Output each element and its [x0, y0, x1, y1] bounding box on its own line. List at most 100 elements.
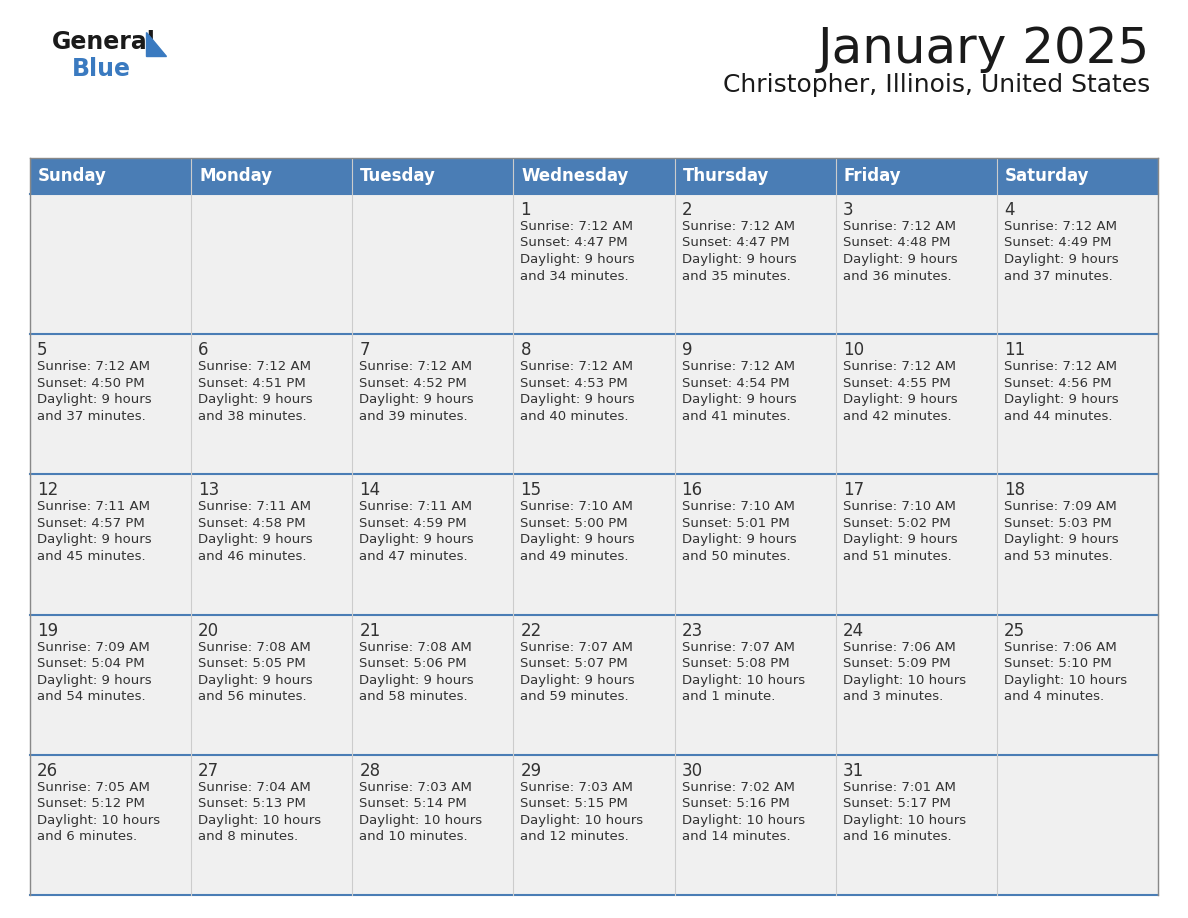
Text: Sunrise: 7:12 AM: Sunrise: 7:12 AM	[1004, 220, 1117, 233]
Text: Sunrise: 7:12 AM: Sunrise: 7:12 AM	[359, 360, 473, 374]
Text: General: General	[52, 30, 156, 54]
Text: Sunset: 5:12 PM: Sunset: 5:12 PM	[37, 798, 145, 811]
Text: Daylight: 10 hours: Daylight: 10 hours	[842, 674, 966, 687]
Text: and 3 minutes.: and 3 minutes.	[842, 690, 943, 703]
Text: 14: 14	[359, 481, 380, 499]
Text: Sunset: 4:52 PM: Sunset: 4:52 PM	[359, 376, 467, 390]
Text: Sunrise: 7:03 AM: Sunrise: 7:03 AM	[359, 781, 472, 794]
Text: 4: 4	[1004, 201, 1015, 219]
Text: 15: 15	[520, 481, 542, 499]
Text: Sunrise: 7:11 AM: Sunrise: 7:11 AM	[37, 500, 150, 513]
Text: and 59 minutes.: and 59 minutes.	[520, 690, 630, 703]
Text: Daylight: 10 hours: Daylight: 10 hours	[682, 813, 804, 827]
Text: Sunrise: 7:12 AM: Sunrise: 7:12 AM	[520, 220, 633, 233]
Text: Sunset: 5:03 PM: Sunset: 5:03 PM	[1004, 517, 1112, 530]
Text: Sunrise: 7:08 AM: Sunrise: 7:08 AM	[359, 641, 472, 654]
Text: Sunset: 5:07 PM: Sunset: 5:07 PM	[520, 657, 628, 670]
Text: Daylight: 10 hours: Daylight: 10 hours	[198, 813, 321, 827]
Text: 23: 23	[682, 621, 703, 640]
Text: 27: 27	[198, 762, 220, 779]
Text: Friday: Friday	[843, 167, 902, 185]
Text: Sunrise: 7:01 AM: Sunrise: 7:01 AM	[842, 781, 955, 794]
Bar	[30, 158, 1158, 194]
Text: Sunrise: 7:11 AM: Sunrise: 7:11 AM	[359, 500, 473, 513]
Text: 13: 13	[198, 481, 220, 499]
Text: 12: 12	[37, 481, 58, 499]
Text: Sunset: 5:08 PM: Sunset: 5:08 PM	[682, 657, 789, 670]
Text: January 2025: January 2025	[817, 25, 1150, 73]
Text: Daylight: 10 hours: Daylight: 10 hours	[37, 813, 160, 827]
Text: Sunrise: 7:07 AM: Sunrise: 7:07 AM	[520, 641, 633, 654]
Bar	[30, 334, 1158, 475]
Text: Sunset: 5:17 PM: Sunset: 5:17 PM	[842, 798, 950, 811]
Text: Wednesday: Wednesday	[522, 167, 628, 185]
Text: and 45 minutes.: and 45 minutes.	[37, 550, 146, 563]
Text: 30: 30	[682, 762, 702, 779]
Text: 8: 8	[520, 341, 531, 359]
Text: Sunrise: 7:12 AM: Sunrise: 7:12 AM	[842, 360, 955, 374]
Text: and 36 minutes.: and 36 minutes.	[842, 270, 952, 283]
Text: 3: 3	[842, 201, 853, 219]
Text: Daylight: 9 hours: Daylight: 9 hours	[37, 393, 152, 406]
Text: and 41 minutes.: and 41 minutes.	[682, 409, 790, 422]
Text: 16: 16	[682, 481, 702, 499]
Text: Sunrise: 7:06 AM: Sunrise: 7:06 AM	[842, 641, 955, 654]
Text: 19: 19	[37, 621, 58, 640]
Text: Sunset: 4:47 PM: Sunset: 4:47 PM	[682, 237, 789, 250]
Text: Monday: Monday	[200, 167, 272, 185]
Text: 25: 25	[1004, 621, 1025, 640]
Text: 10: 10	[842, 341, 864, 359]
Text: Blue: Blue	[72, 57, 131, 81]
Text: Christopher, Illinois, United States: Christopher, Illinois, United States	[722, 73, 1150, 97]
Text: 6: 6	[198, 341, 209, 359]
Text: 29: 29	[520, 762, 542, 779]
Bar	[30, 755, 1158, 895]
Text: and 50 minutes.: and 50 minutes.	[682, 550, 790, 563]
Text: and 37 minutes.: and 37 minutes.	[37, 409, 146, 422]
Text: and 56 minutes.: and 56 minutes.	[198, 690, 307, 703]
Text: Daylight: 9 hours: Daylight: 9 hours	[520, 253, 636, 266]
Text: Sunrise: 7:09 AM: Sunrise: 7:09 AM	[1004, 500, 1117, 513]
Bar	[30, 614, 1158, 755]
Bar	[30, 194, 1158, 334]
Text: 24: 24	[842, 621, 864, 640]
Text: Sunset: 4:56 PM: Sunset: 4:56 PM	[1004, 376, 1112, 390]
Text: Tuesday: Tuesday	[360, 167, 436, 185]
Text: Daylight: 9 hours: Daylight: 9 hours	[520, 533, 636, 546]
Text: and 16 minutes.: and 16 minutes.	[842, 830, 952, 844]
Text: Daylight: 9 hours: Daylight: 9 hours	[842, 253, 958, 266]
Text: Sunset: 5:15 PM: Sunset: 5:15 PM	[520, 798, 628, 811]
Text: Daylight: 10 hours: Daylight: 10 hours	[682, 674, 804, 687]
Text: and 49 minutes.: and 49 minutes.	[520, 550, 628, 563]
Text: Sunrise: 7:10 AM: Sunrise: 7:10 AM	[682, 500, 795, 513]
Text: Sunrise: 7:02 AM: Sunrise: 7:02 AM	[682, 781, 795, 794]
Text: Daylight: 9 hours: Daylight: 9 hours	[842, 533, 958, 546]
Text: 17: 17	[842, 481, 864, 499]
Text: Sunset: 5:04 PM: Sunset: 5:04 PM	[37, 657, 145, 670]
Text: 11: 11	[1004, 341, 1025, 359]
Text: Daylight: 9 hours: Daylight: 9 hours	[682, 393, 796, 406]
Text: Daylight: 9 hours: Daylight: 9 hours	[198, 674, 312, 687]
Text: Daylight: 10 hours: Daylight: 10 hours	[359, 813, 482, 827]
Text: and 44 minutes.: and 44 minutes.	[1004, 409, 1112, 422]
Text: Saturday: Saturday	[1005, 167, 1089, 185]
Text: Daylight: 10 hours: Daylight: 10 hours	[842, 813, 966, 827]
Text: Sunset: 5:05 PM: Sunset: 5:05 PM	[198, 657, 305, 670]
Text: and 38 minutes.: and 38 minutes.	[198, 409, 307, 422]
Text: Daylight: 9 hours: Daylight: 9 hours	[520, 674, 636, 687]
Text: and 46 minutes.: and 46 minutes.	[198, 550, 307, 563]
Text: Sunrise: 7:12 AM: Sunrise: 7:12 AM	[37, 360, 150, 374]
Text: Daylight: 9 hours: Daylight: 9 hours	[682, 533, 796, 546]
Text: 28: 28	[359, 762, 380, 779]
Text: and 47 minutes.: and 47 minutes.	[359, 550, 468, 563]
Text: Sunrise: 7:09 AM: Sunrise: 7:09 AM	[37, 641, 150, 654]
Text: Daylight: 9 hours: Daylight: 9 hours	[842, 393, 958, 406]
Text: and 51 minutes.: and 51 minutes.	[842, 550, 952, 563]
Text: and 40 minutes.: and 40 minutes.	[520, 409, 628, 422]
Text: 21: 21	[359, 621, 380, 640]
Text: and 8 minutes.: and 8 minutes.	[198, 830, 298, 844]
Text: Sunset: 4:54 PM: Sunset: 4:54 PM	[682, 376, 789, 390]
Text: Daylight: 9 hours: Daylight: 9 hours	[1004, 393, 1118, 406]
Text: Sunset: 4:55 PM: Sunset: 4:55 PM	[842, 376, 950, 390]
Text: Sunset: 5:01 PM: Sunset: 5:01 PM	[682, 517, 789, 530]
